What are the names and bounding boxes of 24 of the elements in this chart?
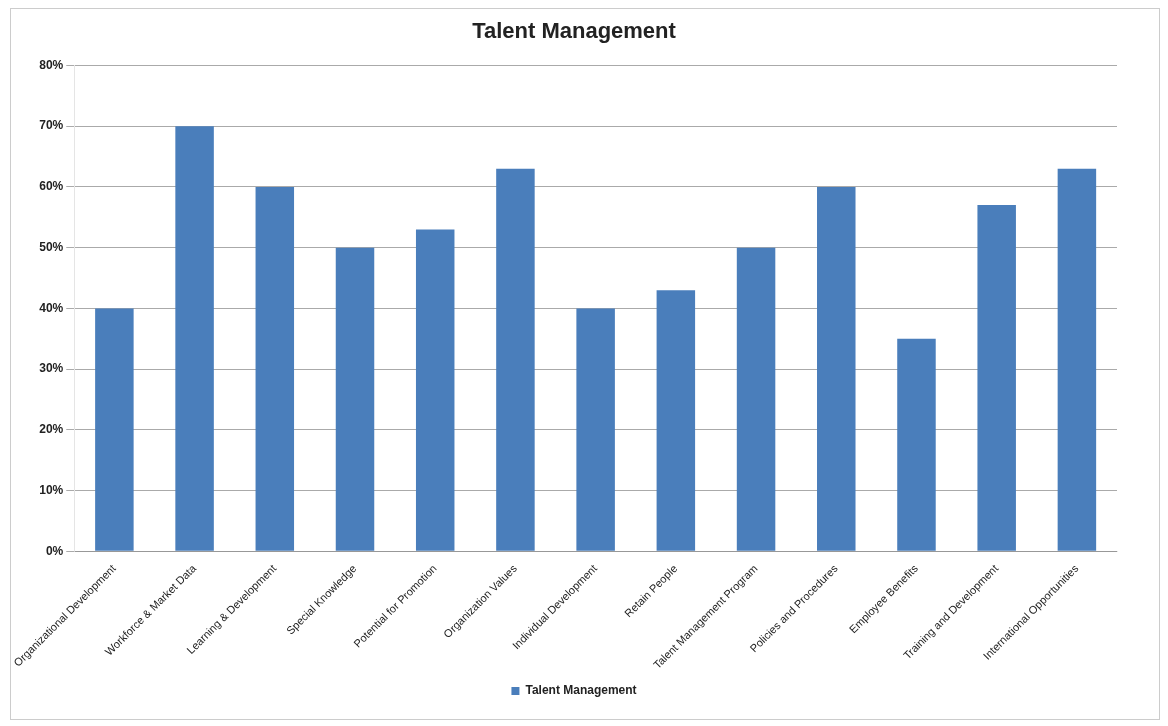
bar [415, 229, 455, 551]
bar [977, 205, 1016, 551]
y-tick-label: 0% [45, 543, 64, 558]
bar [897, 338, 936, 551]
y-tick-label: 10% [39, 482, 64, 497]
y-tick-label: 40% [39, 300, 64, 315]
legend-label: Talent Management [525, 683, 637, 698]
bar [255, 186, 295, 551]
y-tick-label: 50% [39, 239, 64, 254]
bar [1057, 168, 1097, 551]
bar [656, 290, 696, 551]
y-tick-label: 20% [39, 422, 64, 437]
bar [95, 308, 134, 551]
y-tick-label: 30% [39, 361, 64, 376]
y-tick-label: 70% [39, 118, 64, 133]
y-tick-label: 80% [39, 57, 64, 72]
bar [736, 247, 776, 551]
y-tick-label: 60% [39, 179, 64, 194]
bar [335, 247, 375, 551]
chart-title: Talent Management [472, 18, 677, 44]
bar [496, 168, 535, 551]
bar [817, 186, 856, 551]
bar [175, 126, 214, 551]
bar [576, 308, 615, 551]
